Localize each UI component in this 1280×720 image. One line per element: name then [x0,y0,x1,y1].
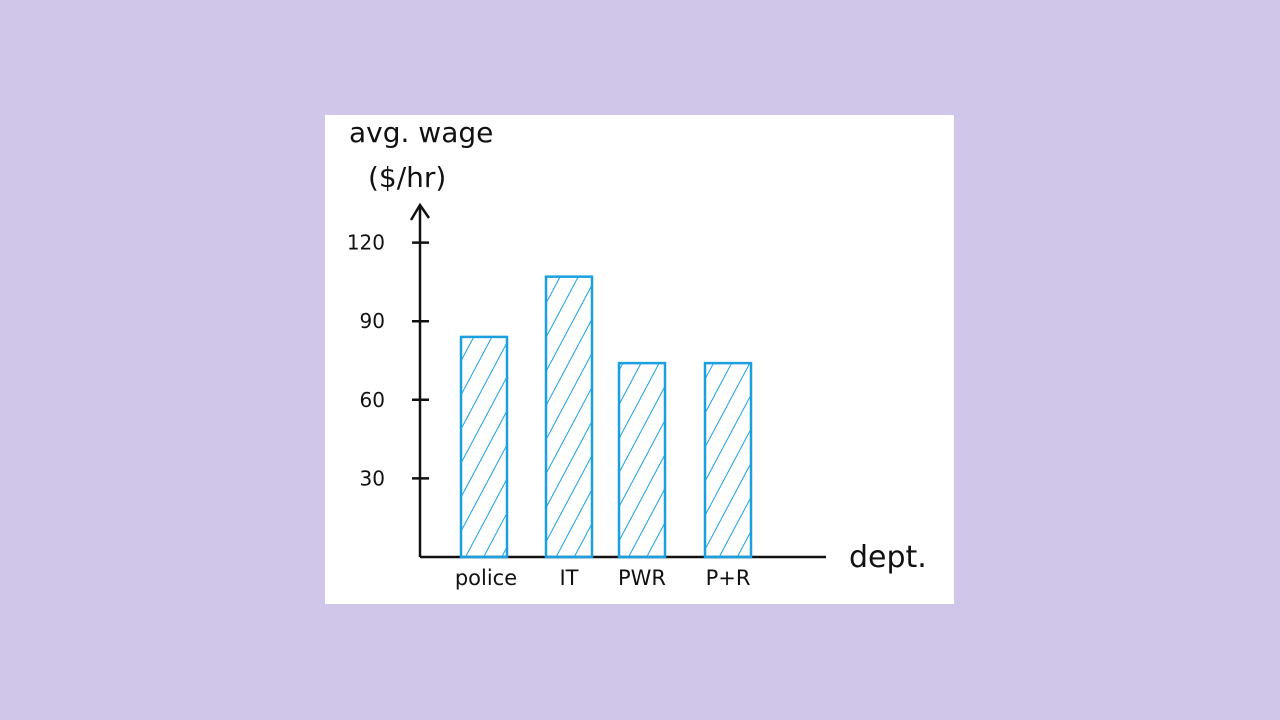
category-label: PWR [618,566,666,590]
y-tick-label: 120 [347,231,385,255]
y-axis-arrow-icon [409,202,431,221]
category-labels: police IT PWR P+R [455,566,751,590]
bar-p-r [703,361,753,559]
y-ticks: 30 60 90 120 [347,231,429,490]
bars [459,275,753,559]
bar-it [544,275,594,559]
bar-police [459,335,509,559]
y-axis-label-line1: avg. wage [349,116,493,149]
category-label: police [455,566,517,590]
y-tick-label: 60 [360,388,385,412]
y-tick-label: 90 [360,309,385,333]
bar-pwr [617,361,667,559]
x-axis-label: dept. [849,540,927,575]
y-axis-label-line2: ($/hr) [368,161,446,194]
category-label: P+R [706,566,751,590]
category-label: IT [559,566,578,590]
y-tick-label: 30 [360,466,385,490]
